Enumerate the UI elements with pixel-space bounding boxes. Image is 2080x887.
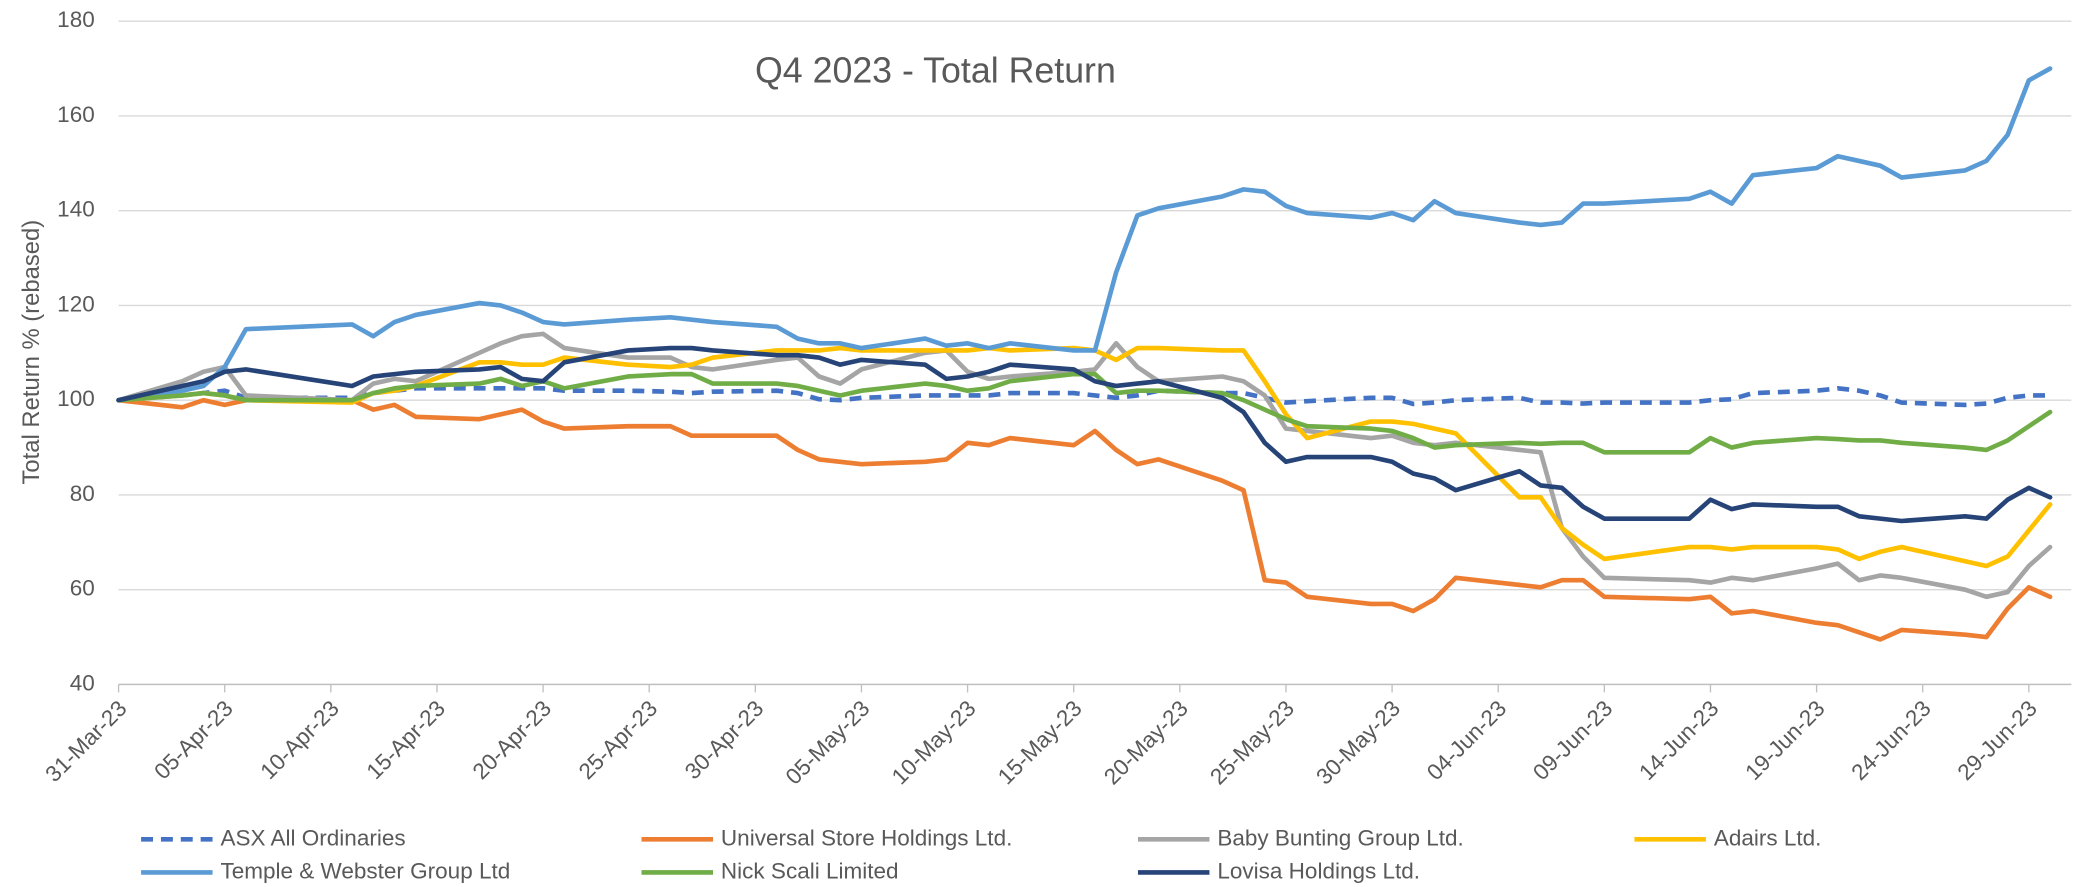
y-tick-label: 80: [70, 481, 95, 506]
y-tick-label: 160: [57, 102, 95, 127]
series-line: [116, 66, 2053, 403]
legend-label: ASX All Ordinaries: [221, 825, 406, 850]
chart-title: Q4 2023 - Total Return: [755, 50, 1116, 90]
grid: [117, 20, 2072, 693]
y-tick-label: 60: [70, 576, 95, 601]
legend-label: Adairs Ltd.: [1714, 825, 1822, 850]
plot-area: [116, 66, 2053, 642]
series-line: [116, 345, 2053, 569]
y-tick-label: 120: [57, 291, 95, 316]
y-axis-title: Total Return % (rebased): [18, 220, 45, 485]
y-tick-label: 180: [57, 7, 95, 32]
legend-label: Baby Bunting Group Ltd.: [1217, 825, 1463, 850]
y-tick-label: 140: [57, 197, 95, 222]
y-tick-label: 100: [57, 386, 95, 411]
legend-label: Nick Scali Limited: [721, 858, 899, 883]
series-line: [118, 386, 2051, 408]
series-line: [116, 345, 2053, 524]
legend-label: Universal Store Holdings Ltd.: [721, 825, 1012, 850]
series-line: [116, 371, 2053, 455]
legend-label: Temple & Webster Group Ltd: [221, 858, 511, 883]
y-tick-label: 40: [70, 670, 95, 695]
legend-label: Lovisa Holdings Ltd.: [1217, 858, 1420, 883]
series-line: [116, 397, 2053, 642]
